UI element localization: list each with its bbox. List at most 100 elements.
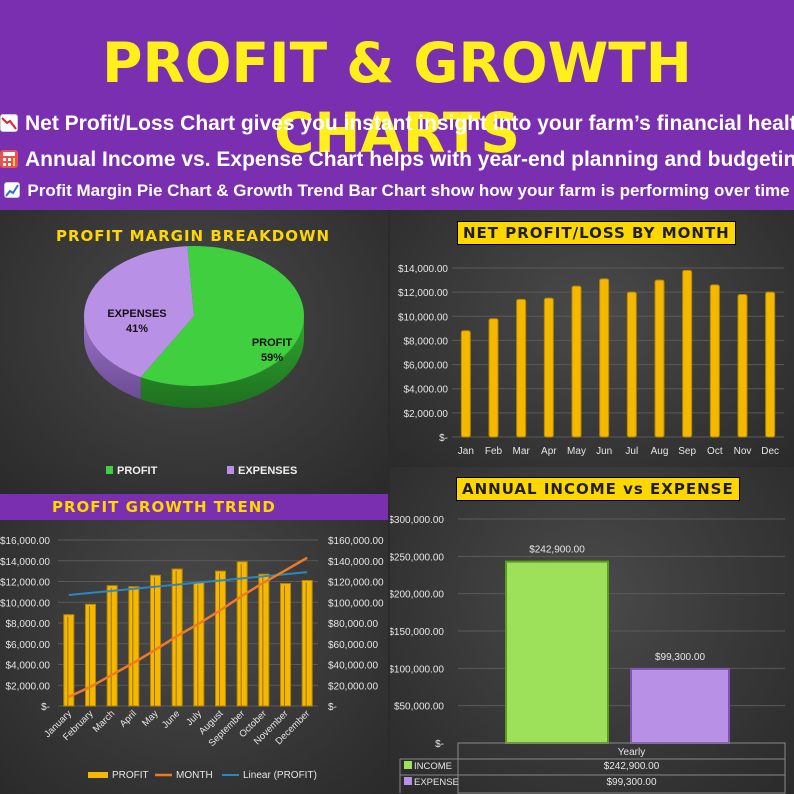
annual-income-panel: ANNUAL INCOME vs EXPENSE $- $50,000.00 $10…: [390, 467, 794, 794]
bar: [171, 568, 183, 707]
y-tick-label: $-: [439, 433, 448, 444]
table-row-label: INCOME: [414, 761, 452, 772]
bar: [682, 269, 693, 438]
y-right-tick-label: $20,000.00: [328, 681, 378, 692]
y-left-tick-label: $10,000.00: [0, 598, 50, 609]
y-tick-label: $100,000.00: [390, 664, 444, 675]
y-tick-label: $250,000.00: [390, 552, 444, 563]
y-right-tick-label: $40,000.00: [328, 661, 378, 672]
y-right-tick-label: $100,000.00: [328, 598, 384, 609]
bar: [280, 583, 291, 707]
bar: [626, 291, 637, 438]
x-tick-label: March: [91, 708, 117, 734]
headline-net-profit: Net Profit/Loss Chart gives you instant …: [0, 112, 794, 136]
bar: [150, 574, 161, 707]
table-row-value: $99,300.00: [606, 777, 656, 788]
data-label-income: $242,900.00: [529, 545, 585, 556]
net-profit-title: NET PROFIT/LOSS BY MONTH: [463, 224, 730, 242]
bar: [85, 603, 96, 707]
headline-text: Annual Income vs. Expense Chart helps wi…: [25, 148, 794, 171]
bar: [215, 570, 226, 707]
chart-down-icon: [0, 114, 18, 132]
pie-label-profit-value: 59%: [261, 352, 283, 364]
y-tick-label: $6,000.00: [404, 361, 449, 372]
bar: [737, 294, 748, 438]
x-tick-label: Mar: [513, 446, 531, 457]
trendline: [68, 571, 308, 596]
annual-title-box: ANNUAL INCOME vs EXPENSE: [456, 477, 740, 501]
y-left-tick-label: $16,000.00: [0, 536, 50, 547]
y-tick-label: $200,000.00: [390, 590, 444, 601]
growth-title-bar: [0, 494, 388, 520]
profit-margin-panel: PROFIT MARGIN BREAKDOWN PROFIT 59% EXPENSE…: [0, 210, 388, 494]
y-right-tick-label: $140,000.00: [328, 557, 384, 568]
bar: [460, 330, 471, 438]
x-tick-label: Dec: [761, 446, 779, 457]
pie-slice-profit-side: [140, 316, 304, 409]
legend-label-linear: Linear (PROFIT): [243, 770, 317, 781]
header-banner: PROFIT & GROWTH CHARTS Net Profit/Loss C…: [0, 0, 794, 210]
x-tick-label: Nov: [734, 446, 752, 457]
headline-text: Profit Margin Pie Chart & Growth Trend B…: [27, 181, 790, 200]
calculator-icon: [0, 150, 18, 168]
net-profit-bar-chart: $- $2,000.00 $4,000.00 $6,000.00 $8,000.00 $1…: [398, 264, 784, 457]
profit-growth-combo-chart: $- $2,000.00 $4,000.00 $6,000.00 $8,000.00 $1…: [0, 536, 384, 781]
x-tick-label: Jun: [596, 446, 612, 457]
net-profit-panel: NET PROFIT/LOSS BY MONTH $- $2,000.00 $4,0…: [390, 210, 794, 467]
table-swatch: [404, 761, 412, 769]
x-tick-label: Aug: [651, 446, 669, 457]
month-line: [68, 556, 308, 699]
y-tick-label: $-: [435, 739, 444, 750]
pie-slice-expenses-side: [84, 316, 141, 400]
pie-chart-title: PROFIT MARGIN BREAKDOWN: [56, 227, 331, 245]
x-tick-label: Jul: [625, 446, 638, 457]
pie-slice-profit: [140, 246, 304, 386]
bar: [571, 285, 582, 438]
y-tick-label: $50,000.00: [394, 702, 444, 713]
bar: [765, 291, 776, 438]
table-swatch: [404, 777, 412, 785]
x-tick-label: Feb: [485, 446, 503, 457]
y-left-tick-label: $12,000.00: [0, 578, 50, 589]
x-tick-label: Jan: [458, 446, 474, 457]
legend-label-profit: PROFIT: [117, 465, 158, 477]
bar: [599, 278, 610, 438]
y-left-tick-label: $-: [41, 702, 50, 713]
legend-swatch-profit: [106, 466, 113, 474]
y-tick-label: $150,000.00: [390, 627, 444, 638]
y-tick-label: $8,000.00: [404, 336, 449, 347]
pie-slice-expenses: [83, 246, 194, 378]
y-left-tick-label: $14,000.00: [0, 557, 50, 568]
growth-chart-title: PROFIT GROWTH TREND: [52, 498, 276, 516]
x-tick-label: Sep: [678, 446, 696, 457]
y-tick-label: $300,000.00: [390, 515, 444, 526]
bar: [128, 586, 140, 707]
table-header: Yearly: [618, 747, 645, 758]
page-title: PROFIT & GROWTH CHARTS: [102, 31, 692, 165]
y-tick-label: $10,000.00: [398, 312, 448, 323]
y-left-tick-label: $2,000.00: [6, 681, 51, 692]
pie-label-profit-name: PROFIT: [252, 337, 293, 349]
bar-income: [505, 560, 609, 744]
x-tick-label: May: [567, 446, 586, 457]
bar: [654, 279, 665, 438]
headline-text: Net Profit/Loss Chart gives you instant …: [25, 112, 794, 135]
table-row-label: EXPENSE: [414, 777, 459, 788]
annual-title: ANNUAL INCOME vs EXPENSE: [462, 480, 734, 498]
y-tick-label: $4,000.00: [404, 385, 449, 396]
headline-annual-income: Annual Income vs. Expense Chart helps wi…: [0, 148, 794, 172]
annual-income-bar-chart: $- $50,000.00 $100,000.00 $150,000.00 $200,0…: [390, 515, 786, 794]
bar: [258, 573, 270, 707]
x-tick-label: June: [160, 708, 182, 730]
bar: [106, 585, 118, 707]
y-left-tick-label: $4,000.00: [6, 661, 51, 672]
y-tick-label: $2,000.00: [404, 409, 449, 420]
x-tick-label: Oct: [707, 446, 723, 457]
pie-label-expenses-name: EXPENSES: [107, 308, 166, 320]
legend-label-month: MONTH: [176, 770, 213, 781]
y-right-tick-label: $-: [328, 702, 337, 713]
profit-margin-pie-chart: PROFIT 59% EXPENSES 41% PROFIT EXPENSES: [83, 246, 304, 477]
y-tick-label: $12,000.00: [398, 288, 448, 299]
y-right-tick-label: $80,000.00: [328, 619, 378, 630]
bar: [516, 298, 527, 438]
